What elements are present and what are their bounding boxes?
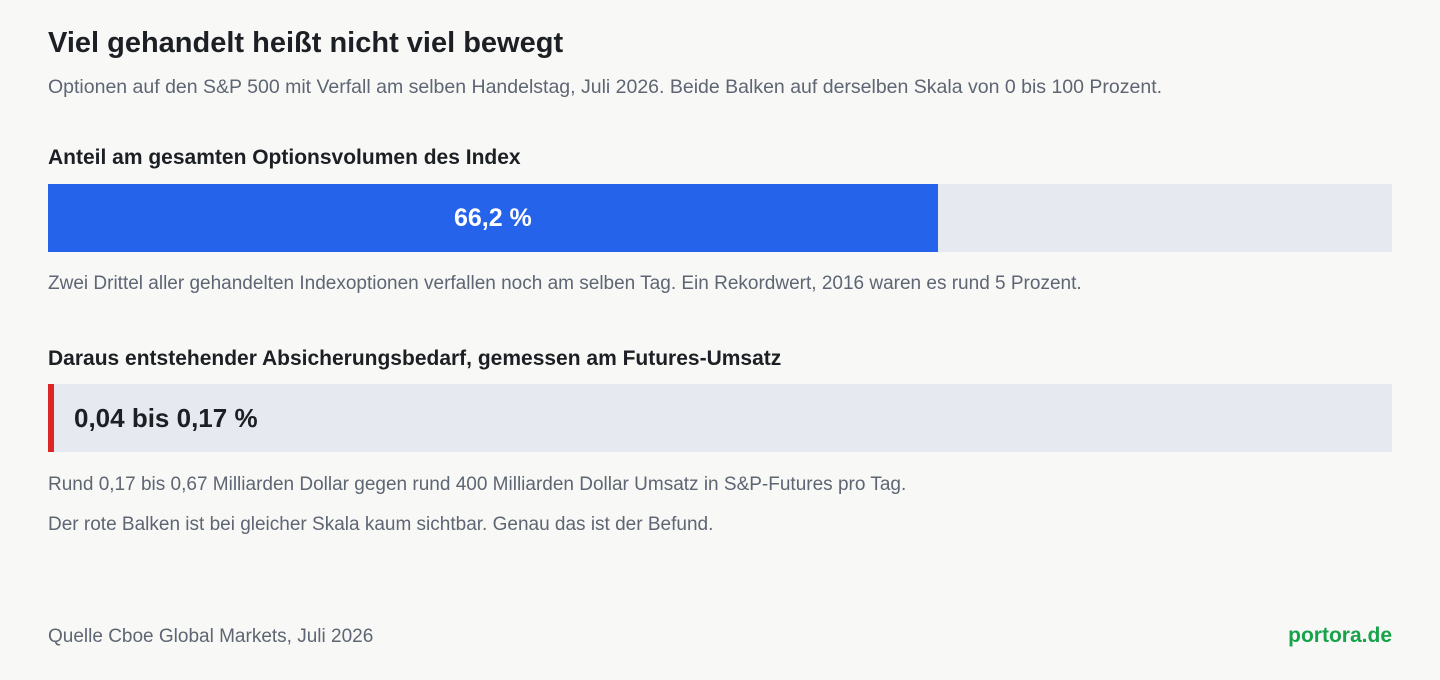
bar-1-note: Zwei Drittel aller gehandelten Indexopti…: [48, 273, 1082, 294]
source-note: Quelle Cboe Global Markets, Juli 2026: [48, 626, 374, 647]
bar-2-label: Daraus entstehender Absicherungsbedarf, …: [48, 347, 782, 370]
bar-1-fill: [48, 184, 938, 252]
bar-2-note-1: Rund 0,17 bis 0,67 Milliarden Dollar geg…: [48, 474, 907, 495]
bar-2-note-2: Der rote Balken ist bei gleicher Skala k…: [48, 514, 714, 535]
bar-1-label: Anteil am gesamten Optionsvolumen des In…: [48, 146, 521, 169]
bar-2-fill: [48, 384, 54, 452]
chart-subtitle: Optionen auf den S&P 500 mit Verfall am …: [48, 76, 1163, 98]
bar-2-value-label: 0,04 bis 0,17 %: [74, 402, 258, 433]
chart-title: Viel gehandelt heißt nicht viel bewegt: [48, 27, 564, 59]
bar-1-track: 66,2 %: [48, 184, 1392, 252]
brand-logo: portora.de: [1288, 624, 1392, 647]
bar-1-value-label: 66,2 %: [453, 203, 532, 232]
bar-2-track: 0,04 bis 0,17 %: [48, 384, 1392, 452]
